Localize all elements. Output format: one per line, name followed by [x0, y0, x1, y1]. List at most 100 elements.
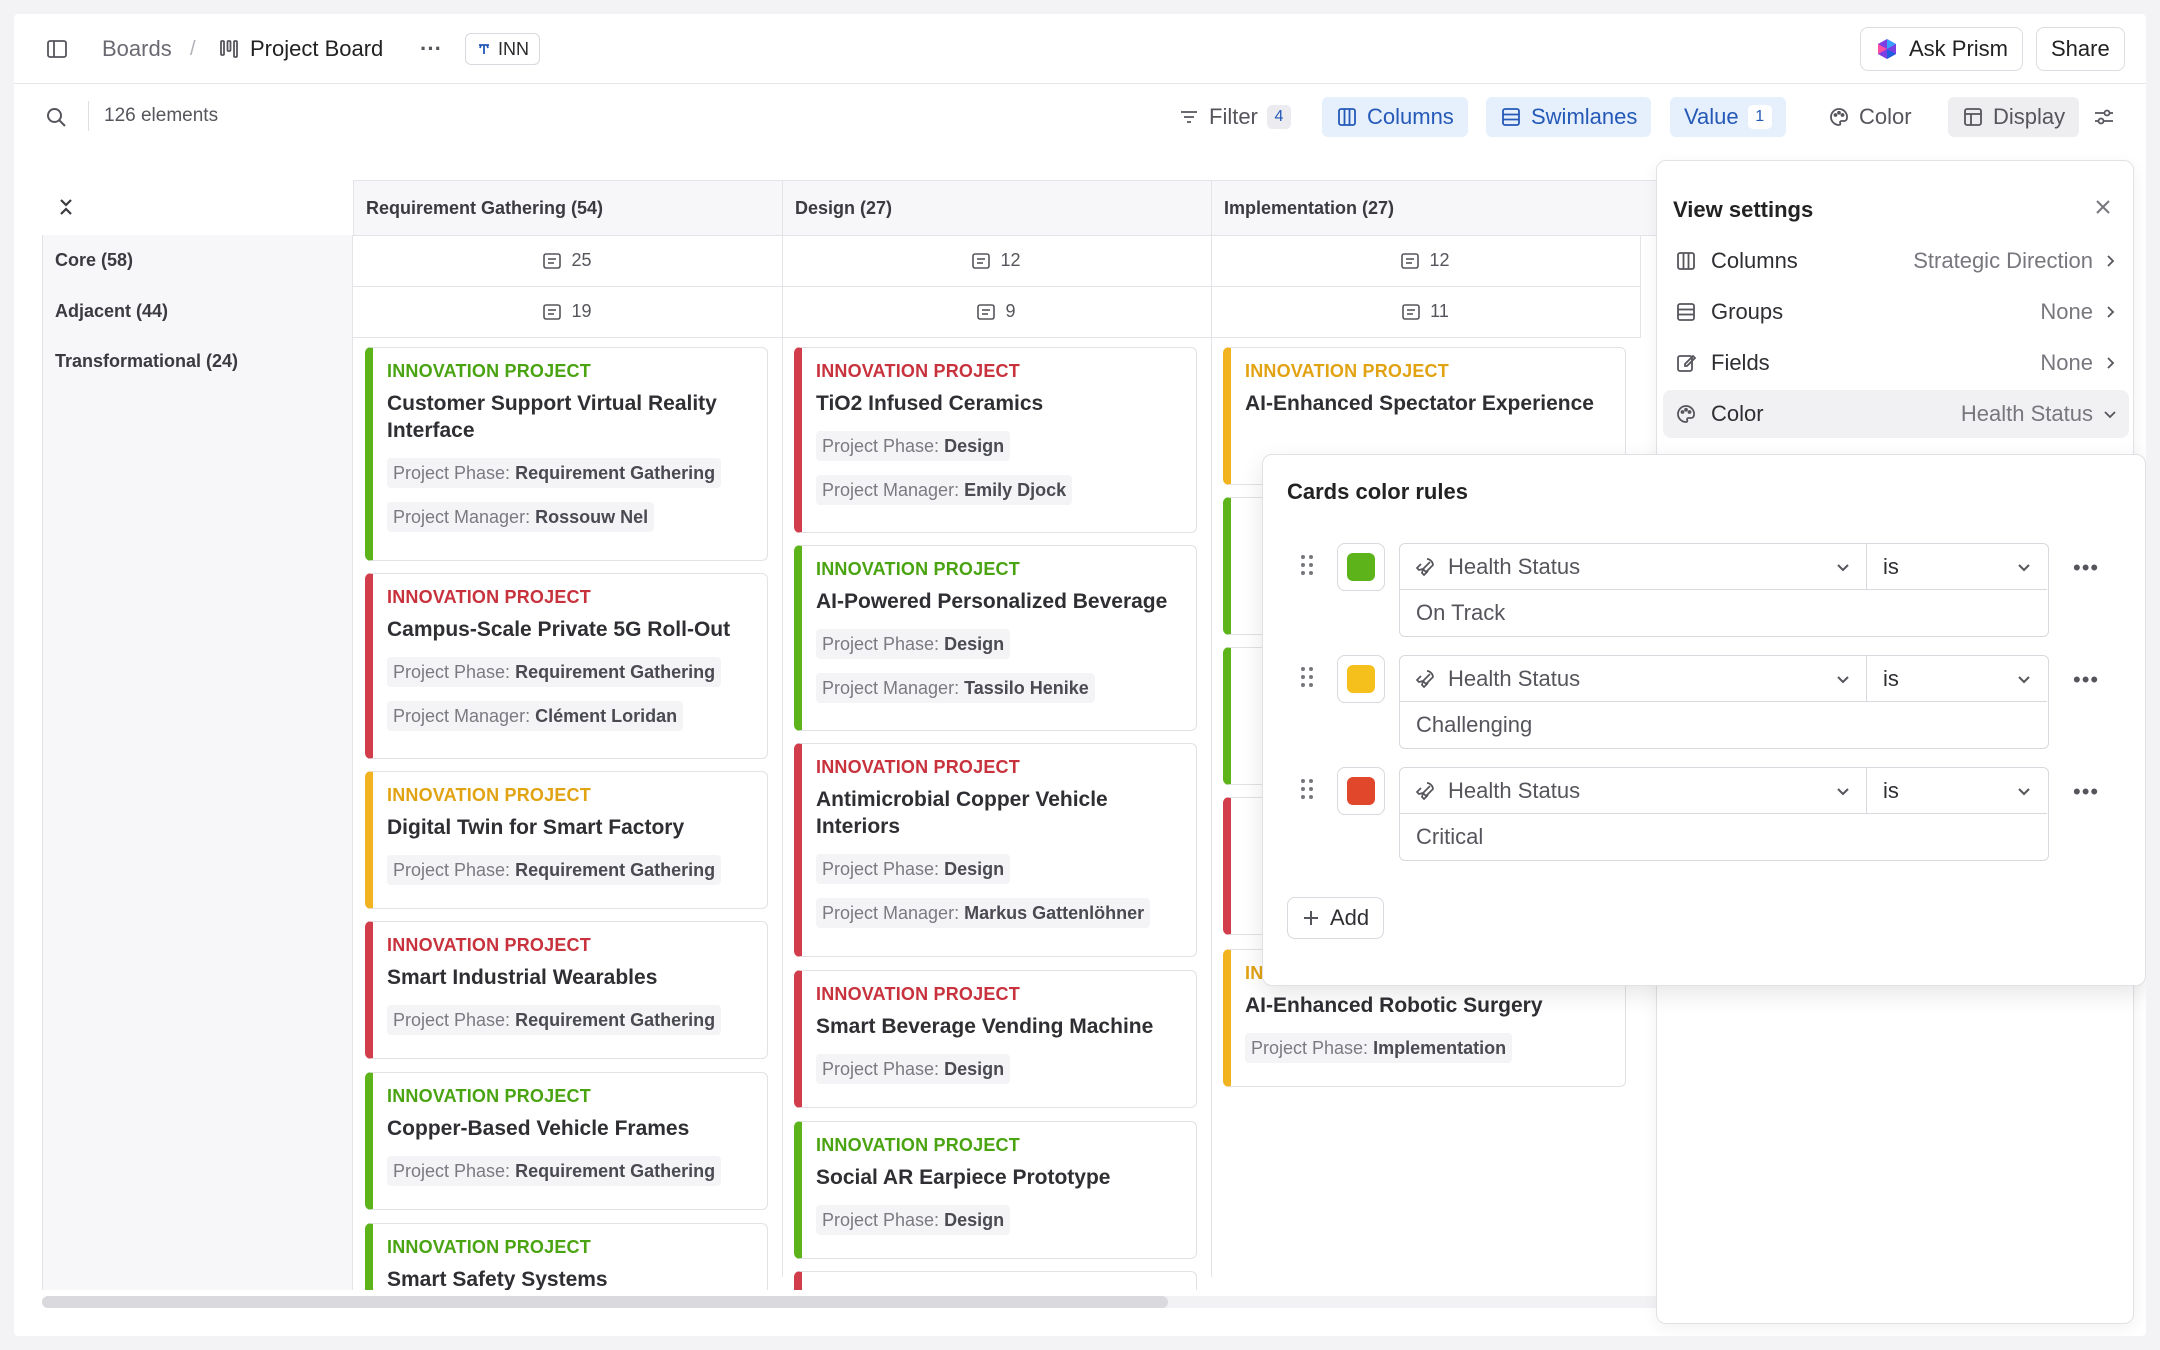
color-swatch-green — [1347, 553, 1375, 581]
drag-handle-icon[interactable] — [1301, 555, 1315, 579]
rule-field-select[interactable]: Health Status — [1400, 768, 1867, 814]
ask-prism-button[interactable]: Ask Prism — [1860, 27, 2023, 71]
columns-button[interactable]: Columns — [1322, 97, 1468, 137]
rule-value-field[interactable]: Challenging — [1416, 712, 1533, 737]
rule-more-icon[interactable]: ••• — [2073, 779, 2100, 804]
value-button[interactable]: Value 1 — [1670, 97, 1786, 137]
cards-icon — [977, 303, 996, 320]
view-settings-fields[interactable]: Fields None — [1663, 339, 2129, 387]
color-swatch-button[interactable] — [1337, 655, 1385, 703]
lane-count-core-col1[interactable]: 25 — [353, 235, 783, 287]
field-value: Design — [944, 634, 1005, 654]
rule-more-icon[interactable]: ••• — [2073, 667, 2100, 692]
project-card[interactable]: INNOVATION PROJECT Smart Industrial Wear… — [365, 921, 768, 1059]
project-card[interactable]: INNOVATION PROJECT Antimicrobial Copper … — [794, 743, 1197, 957]
lane-count-adjacent-col2[interactable]: 9 — [782, 286, 1212, 338]
field-label: Project Phase: — [822, 1210, 940, 1230]
rocket-icon — [1415, 781, 1434, 800]
share-button[interactable]: Share — [2036, 27, 2125, 71]
view-settings-groups[interactable]: Groups None — [1663, 288, 2129, 336]
drag-handle-icon[interactable] — [1301, 667, 1315, 691]
lane-count-adjacent-col3[interactable]: 11 — [1211, 286, 1641, 338]
settings-sliders-icon[interactable] — [2092, 105, 2116, 134]
rule-value-field[interactable]: Critical — [1416, 824, 1484, 849]
close-icon[interactable] — [2093, 195, 2113, 221]
card-phase-field: Project Phase: Requirement Gathering — [387, 1005, 722, 1035]
column-header-requirement-gathering[interactable]: Requirement Gathering (54) — [353, 180, 783, 236]
add-rule-button[interactable]: Add — [1287, 897, 1385, 939]
view-settings-columns[interactable]: Columns Strategic Direction — [1663, 237, 2129, 285]
project-card[interactable]: INNOVATION PROJECT Campus-Scale Private … — [365, 573, 768, 759]
card-title: Social AR Earpiece Prototype — [816, 1166, 1111, 1189]
rule-value-field[interactable]: On Track — [1416, 600, 1506, 625]
horizontal-scrollbar[interactable] — [42, 1296, 1682, 1308]
swimlanes-button[interactable]: Swimlanes — [1486, 97, 1652, 137]
sidebar-toggle-icon[interactable] — [44, 36, 70, 62]
project-card[interactable]: INNOVATION PROJECT Smart Safety Systems — [365, 1223, 768, 1290]
board-tag-badge[interactable]: INN — [465, 33, 540, 65]
collapse-icon[interactable] — [56, 196, 76, 223]
color-rules-title: Cards color rules — [1287, 479, 1468, 504]
project-card[interactable]: INNOVATION PROJECT Social AR Earpiece Pr… — [794, 1121, 1197, 1259]
project-card[interactable]: INNOVATION PROJECT Smart Beverage Vendin… — [794, 970, 1197, 1108]
card-title: AI-Powered Personalized Beverage — [816, 590, 1168, 613]
lane-count-adjacent-col1[interactable]: 19 — [353, 286, 783, 338]
project-card[interactable] — [794, 1271, 1197, 1290]
field-label: Project Phase: — [822, 859, 940, 879]
card-manager-field: Project Manager: Emily Djock — [816, 475, 1073, 505]
rule-operator-select[interactable]: is — [1867, 768, 2047, 814]
value-label: Value — [1684, 104, 1739, 129]
field-value: Design — [944, 1210, 1005, 1230]
lane-count-value: 9 — [1005, 301, 1016, 321]
lane-label-core[interactable]: Core (58) — [42, 235, 353, 287]
rule-condition-box: Health Status is Critical — [1399, 767, 2049, 861]
display-button[interactable]: Display — [1948, 97, 2080, 137]
filter-button[interactable]: Filter 4 — [1164, 97, 1305, 137]
scrollbar-thumb[interactable] — [42, 1296, 1168, 1308]
breadcrumb-boards[interactable]: Boards — [102, 36, 172, 61]
more-options-button[interactable]: ··· — [420, 36, 442, 61]
lane-count-value: 12 — [1000, 250, 1021, 270]
lane-count-core-col3[interactable]: 12 — [1211, 235, 1641, 287]
search-icon[interactable] — [44, 105, 68, 134]
setting-label: Groups — [1711, 299, 1784, 324]
color-button[interactable]: Color — [1814, 97, 1926, 137]
rule-operator-select[interactable]: is — [1867, 656, 2047, 702]
card-type: INNOVATION PROJECT — [816, 559, 1020, 579]
breadcrumb-separator: / — [190, 38, 196, 60]
drag-handle-icon[interactable] — [1301, 779, 1315, 803]
project-card[interactable]: INNOVATION PROJECT Copper-Based Vehicle … — [365, 1072, 768, 1210]
color-swatch-button[interactable] — [1337, 767, 1385, 815]
cards-icon — [1402, 303, 1420, 320]
plus-icon — [1304, 911, 1318, 925]
board-title[interactable]: Project Board — [250, 36, 384, 61]
palette-icon — [1830, 108, 1848, 126]
column-header-implementation[interactable]: Implementation (27) — [1211, 180, 1682, 236]
rule-field-select[interactable]: Health Status — [1400, 656, 1867, 702]
chevron-down-icon — [2018, 788, 2030, 796]
swimlanes-icon — [1502, 108, 1520, 126]
project-card[interactable]: INNOVATION PROJECT Digital Twin for Smar… — [365, 771, 768, 909]
project-card[interactable]: INNOVATION PROJECT AI-Powered Personaliz… — [794, 545, 1197, 731]
view-settings-color[interactable]: Color Health Status — [1663, 390, 2129, 438]
lane-label-adjacent[interactable]: Adjacent (44) — [42, 286, 353, 338]
lane-label-transformational[interactable]: Transformational (24) — [42, 337, 353, 1290]
lane-count-core-col2[interactable]: 12 — [782, 235, 1212, 287]
color-swatch-button[interactable] — [1337, 543, 1385, 591]
rule-operator-select[interactable]: is — [1867, 544, 2047, 590]
project-card[interactable]: INNOVATION PROJECT Customer Support Virt… — [365, 347, 768, 561]
column-header-design[interactable]: Design (27) — [782, 180, 1212, 236]
column-body-requirement-gathering: INNOVATION PROJECT Customer Support Virt… — [353, 337, 783, 1290]
rule-field-select[interactable]: Health Status — [1400, 544, 1867, 590]
lane-count-value: 19 — [571, 301, 592, 321]
card-type: INNOVATION PROJECT — [387, 935, 591, 955]
rule-condition-box: Health Status is Challenging — [1399, 655, 2049, 749]
field-label: Project Phase: — [393, 860, 511, 880]
rule-more-icon[interactable]: ••• — [2073, 555, 2100, 580]
field-label: Project Phase: — [822, 436, 940, 456]
card-title: AI-Enhanced Spectator Experience — [1245, 392, 1594, 415]
chevron-down-icon — [1837, 564, 1849, 572]
board-icon — [216, 36, 242, 62]
project-card[interactable]: INNOVATION PROJECT TiO2 Infused Ceramics… — [794, 347, 1197, 533]
rule-field-label: Health Status — [1448, 777, 1581, 803]
